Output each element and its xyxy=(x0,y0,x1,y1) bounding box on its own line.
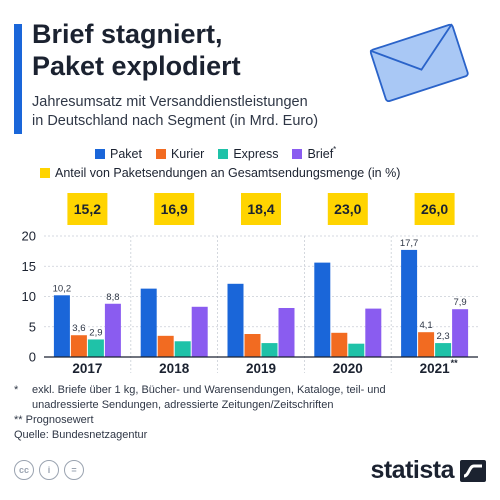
no-derivatives-icon[interactable]: = xyxy=(64,460,84,480)
footnote-2-mark: ** xyxy=(14,414,23,426)
y-tick-label: 5 xyxy=(29,319,36,334)
bar xyxy=(191,306,208,357)
x-tick-mark: ** xyxy=(451,358,459,368)
legend-swatch-kurier xyxy=(155,149,166,159)
share-label: 15,2 xyxy=(74,201,101,217)
creative-commons-icon[interactable]: cc xyxy=(14,460,34,480)
share-label: 26,0 xyxy=(421,201,448,217)
footnote-2: ** Prognosewert xyxy=(14,413,484,428)
bar xyxy=(53,295,70,357)
x-tick-label: 2020 xyxy=(333,361,363,376)
data-label: 4,1 xyxy=(419,320,432,331)
bar xyxy=(244,334,261,357)
footnotes: * exkl. Briefe über 1 kg, Bücher- und Wa… xyxy=(14,383,484,443)
legend-item-kurier: Kurier xyxy=(155,147,205,161)
bar xyxy=(140,288,157,357)
data-label: 10,2 xyxy=(53,283,72,294)
footnote-1-line-2: unadressierte Sendungen, adressierte Zei… xyxy=(32,399,334,411)
legend-share: Anteil von Paketsendungen an Gesamtsendu… xyxy=(40,165,400,181)
footnote-1-line-1: exkl. Briefe über 1 kg, Bücher- und Ware… xyxy=(32,384,386,396)
share-badge xyxy=(241,193,281,225)
bar xyxy=(314,262,331,357)
legend-swatch-brief xyxy=(292,149,303,159)
bar xyxy=(452,309,469,357)
legend-label-brief: Brief xyxy=(307,147,334,161)
source: Quelle: Bundesnetzagentur xyxy=(14,429,148,441)
envelope-icon xyxy=(369,23,469,103)
accent-bar xyxy=(14,24,22,134)
bar xyxy=(278,307,295,357)
bar xyxy=(331,332,348,357)
footnote-1-mark: * xyxy=(14,384,19,396)
subtitle-line-2: in Deutschland nach Segment (in Mrd. Eur… xyxy=(32,113,319,129)
legend-series: Paket Kurier Express Brief * xyxy=(95,144,350,162)
x-tick-label: 2019 xyxy=(246,361,276,376)
legend-label-paket: Paket xyxy=(110,147,142,161)
footnote-2-text: Prognosewert xyxy=(25,414,94,426)
bar xyxy=(227,283,244,357)
legend-swatch-paket xyxy=(95,149,105,159)
share-badge xyxy=(154,193,195,225)
share-badge xyxy=(327,193,368,225)
legend-item-express: Express xyxy=(218,147,278,161)
data-label: 3,6 xyxy=(72,323,85,334)
x-tick-label: 2017 xyxy=(72,361,102,376)
bar xyxy=(104,303,121,357)
bar xyxy=(401,249,418,357)
data-label: 2,3 xyxy=(436,331,449,342)
bar xyxy=(70,335,87,357)
legend-item-brief: Brief * xyxy=(292,144,337,161)
bar xyxy=(418,332,435,357)
legend-swatch-express xyxy=(218,149,229,159)
y-tick-label: 10 xyxy=(22,289,36,304)
share-label: 16,9 xyxy=(161,201,188,217)
legend-swatch-share xyxy=(40,168,50,178)
bar xyxy=(87,339,104,357)
subtitle-line-1: Jahresumsatz mit Versanddienstleistungen xyxy=(32,94,308,110)
chart-subtitle: Jahresumsatz mit Versanddienstleistungen… xyxy=(32,93,392,131)
footnote-1: * exkl. Briefe über 1 kg, Bücher- und Wa… xyxy=(14,383,484,413)
x-tick-label: 2021 xyxy=(420,361,451,376)
share-badge xyxy=(67,193,108,225)
brand-name: statista xyxy=(370,456,454,484)
data-label: 7,9 xyxy=(453,297,466,308)
legend-label-kurier: Kurier xyxy=(170,147,205,161)
statista-logo[interactable]: statista xyxy=(370,456,486,485)
bar xyxy=(365,308,382,357)
bar xyxy=(174,341,191,357)
title-line-1: Brief stagniert, xyxy=(32,19,223,49)
statista-logo-icon xyxy=(460,459,486,482)
x-tick-label: 2018 xyxy=(159,361,190,376)
data-label: 17,7 xyxy=(400,238,419,249)
bar xyxy=(348,343,365,357)
share-label: 23,0 xyxy=(334,201,361,217)
license-icons: cc i = xyxy=(14,460,84,480)
bar xyxy=(435,343,452,357)
legend-label-express: Express xyxy=(233,147,279,161)
data-label: 8,8 xyxy=(106,292,119,303)
page-title: Brief stagniert, Paket explodiert xyxy=(32,18,352,82)
share-badge xyxy=(414,193,455,225)
legend-label-brief-mark: * xyxy=(333,144,337,154)
title-line-2: Paket explodiert xyxy=(32,51,241,81)
bar xyxy=(261,343,278,357)
y-tick-label: 20 xyxy=(22,229,36,244)
data-label: 2,9 xyxy=(89,327,102,338)
y-tick-label: 15 xyxy=(22,259,36,274)
attribution-icon[interactable]: i xyxy=(39,460,59,480)
share-label: 18,4 xyxy=(247,201,274,217)
legend-label-share: Anteil von Paketsendungen an Gesamtsendu… xyxy=(55,166,401,180)
legend-item-paket: Paket xyxy=(95,147,142,161)
y-tick-label: 0 xyxy=(29,350,36,365)
bar xyxy=(157,335,174,357)
